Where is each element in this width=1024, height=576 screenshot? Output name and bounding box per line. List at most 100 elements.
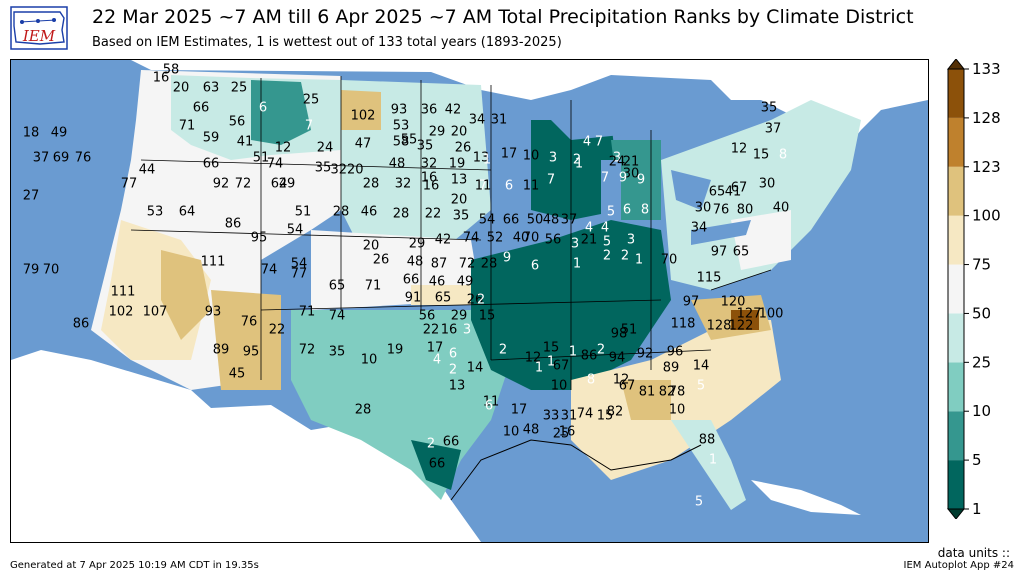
district-rank-label: 37 [765,122,782,137]
mexico [11,350,481,542]
district-rank-label: 127 [737,307,762,322]
district-rank-label: 92 [213,177,230,192]
district-rank-label: 30 [623,167,640,182]
region-south-texas [411,440,461,490]
district-rank-label: 74 [577,407,594,422]
district-rank-label: 15 [479,309,496,324]
district-rank-label: 42 [435,233,452,248]
district-rank-label: 32 [421,157,438,172]
district-rank-label: 6 [623,203,631,218]
district-rank-label: 16 [441,323,458,338]
district-rank-label: 82 [607,405,624,420]
district-rank-label: 74 [261,263,278,278]
district-rank-label: 4 [585,221,593,236]
district-rank-label: 35 [761,101,778,116]
district-rank-label: 120 [721,295,746,310]
district-rank-label: 72 [299,343,316,358]
district-rank-label: 87 [431,257,448,272]
district-rank-label: 48 [389,157,406,172]
precip-rank-map: 16 58 20 63 25 66 6 25 102 93 36 42 35 18 49 71 56 59 7 53 5… [10,59,929,543]
district-rank-label: 67 [553,359,570,374]
district-rank-label: 9 [619,171,627,186]
district-rank-label: 65 [435,291,452,306]
district-rank-label: 15 [753,148,770,163]
district-rank-label: 35 [417,139,434,154]
district-rank-label: 72 [459,257,476,272]
district-rank-label: 13 [451,173,468,188]
district-rank-label: 66 [503,213,520,228]
district-rank-label: 29 [429,125,446,140]
district-rank-label: 9 [503,251,511,266]
district-rank-label: 24 [609,155,626,170]
district-rank-label: 35 [453,209,470,224]
district-rank-label: 17 [511,403,528,418]
district-rank-label: 6 [505,179,513,194]
district-rank-label: 22 [269,323,286,338]
district-rank-label: 81 [639,385,656,400]
district-rank-label: 30 [759,177,776,192]
district-rank-label: 22 [425,207,442,222]
district-rank-label: 31 [491,113,508,128]
district-rank-label: 16 [153,71,170,86]
region-nevada-dry [161,250,211,340]
colorbar-band [948,117,964,167]
district-rank-label: 51 [253,151,270,166]
district-rank-label: 16 [559,425,576,440]
region-arizona-dry [211,290,281,390]
district-rank-label: 66 [429,457,446,472]
district-rank-label: 16 [421,171,438,186]
district-rank-label: 33 [543,409,560,424]
colorbar-band [948,215,964,265]
district-rank-label: 1 [573,257,581,272]
district-rank-label: 66 [203,157,220,172]
district-rank-label: 102 [351,109,376,124]
district-rank-label: 95 [251,231,268,246]
colorbar-tick-label: 10 [972,402,991,420]
district-rank-label: 50 [527,213,544,228]
district-rank-label: 28 [363,177,380,192]
district-rank-label: 8 [587,373,595,388]
district-rank-label: 7 [479,179,487,194]
district-rank-label: 26 [455,141,472,156]
district-rank-label: 3 [463,323,471,338]
district-rank-label: 67 [619,379,636,394]
district-rank-label: 30 [695,201,712,216]
district-rank-label: 76 [713,203,730,218]
district-rank-label: 14 [467,361,484,376]
district-rank-label: 56 [229,115,246,130]
district-rank-label: 29 [279,177,296,192]
district-rank-label: 5 [697,379,705,394]
district-rank-label: 69 [53,151,70,166]
district-rank-label: 1 [483,153,491,168]
district-rank-label: 10 [503,425,520,440]
district-rank-label: 65 [709,185,726,200]
district-rank-label: 74 [463,231,480,246]
district-rank-label: 88 [699,433,716,448]
lake-michigan [601,160,621,220]
district-rank-label: 7 [595,135,603,150]
district-rank-label: 21 [623,155,640,170]
colorbar-band [948,411,964,461]
district-rank-label: 36 [421,103,438,118]
district-rank-label: 20 [363,239,380,254]
colorbar: 1 5 10 25 50 75 100 123 128 133 [946,59,1001,519]
district-rank-label: 2 [477,293,485,308]
district-rank-label: 97 [711,245,728,260]
svg-text:IEM: IEM [22,27,56,45]
district-rank-label: 77 [291,267,308,282]
colorbar-bottom-arrow [946,508,966,519]
district-rank-label: 25 [231,81,248,96]
district-rank-label: 29 [451,309,468,324]
district-rank-label: 31 [561,409,578,424]
district-rank-label: 3 [549,151,557,166]
district-rank-label: 54 [479,213,496,228]
district-rank-label: 54 [287,223,304,238]
district-rank-label: 74 [329,309,346,324]
district-rank-label: 20 [451,193,468,208]
district-rank-label: 5 [607,205,615,220]
colorbar-band [948,460,964,509]
district-rank-label: 92 [637,347,654,362]
district-rank-label: 59 [203,131,220,146]
district-rank-label: 93 [205,305,222,320]
region-montana-dry [341,90,381,130]
